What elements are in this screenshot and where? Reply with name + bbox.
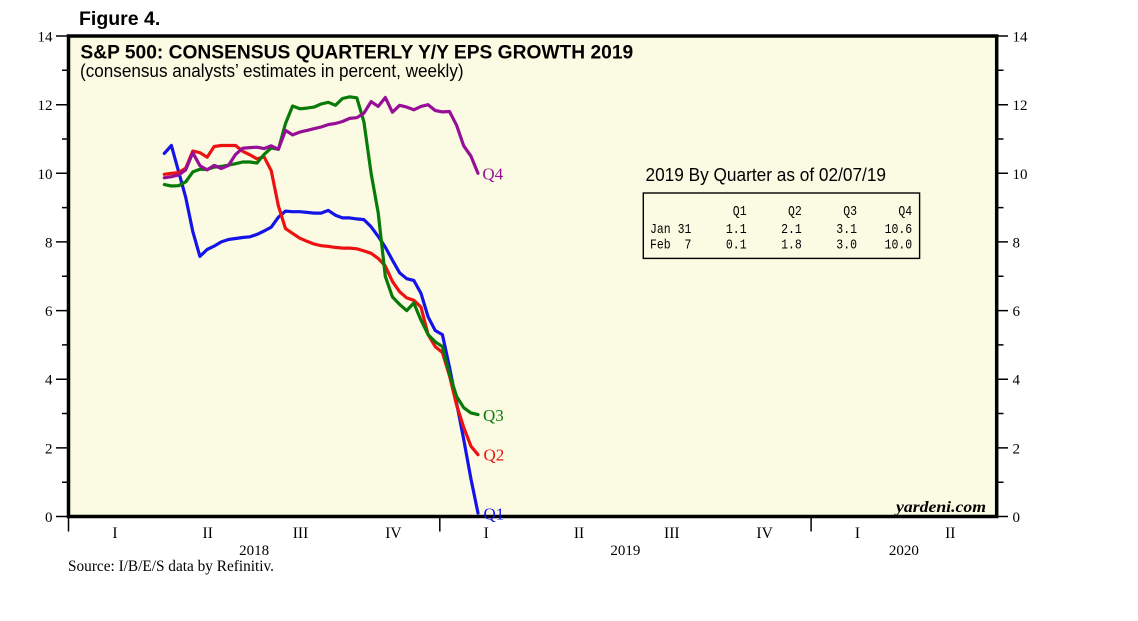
svg-text:6: 6 [45, 304, 53, 320]
svg-text:2019 By Quarter as of 02/07/19: 2019 By Quarter as of 02/07/19 [646, 164, 887, 185]
svg-text:II: II [203, 525, 213, 542]
svg-text:I: I [112, 525, 117, 542]
svg-text:2020: 2020 [889, 543, 919, 559]
svg-text:10: 10 [38, 167, 53, 183]
svg-text:yardeni.com: yardeni.com [894, 499, 986, 516]
svg-text:8: 8 [45, 235, 53, 251]
svg-text:I: I [484, 525, 489, 542]
svg-text:Jan 31 1.1 2.1 3.1: Jan 31 1.1 2.1 3.1 10.6 [650, 222, 912, 238]
svg-text:III: III [293, 525, 309, 542]
svg-text:10: 10 [1013, 167, 1028, 183]
svg-text:Q1 Q2 Q3 Q4: Q1 Q2 Q3 Q4 [650, 204, 912, 220]
svg-text:0: 0 [1013, 510, 1021, 526]
svg-text:4: 4 [1013, 373, 1021, 389]
svg-text:4: 4 [45, 373, 53, 389]
svg-text:Q4: Q4 [482, 164, 503, 183]
svg-text:2019: 2019 [610, 543, 640, 559]
svg-text:14: 14 [38, 30, 54, 46]
svg-text:Source: I/B/E/S data by Refini: Source: I/B/E/S data by Refinitiv. [68, 558, 274, 575]
svg-text:I: I [855, 525, 860, 542]
svg-text:0: 0 [45, 510, 53, 526]
svg-text:2018: 2018 [239, 543, 269, 559]
svg-text:IV: IV [385, 525, 402, 542]
svg-text:Q3: Q3 [483, 406, 504, 425]
svg-text:Figure 4.: Figure 4. [79, 8, 160, 30]
svg-text:III: III [664, 525, 680, 542]
svg-text:14: 14 [1013, 30, 1029, 46]
svg-text:12: 12 [1013, 98, 1028, 114]
svg-text:II: II [574, 525, 584, 542]
svg-text:6: 6 [1013, 304, 1021, 320]
svg-text:12: 12 [38, 98, 53, 114]
svg-text:Q2: Q2 [484, 446, 505, 465]
svg-text:II: II [945, 525, 955, 542]
svg-text:IV: IV [756, 525, 773, 542]
svg-text:Feb 7 0.1 1.8 3.0: Feb 7 0.1 1.8 3.0 10.0 [650, 238, 912, 254]
svg-text:S&P 500: CONSENSUS QUARTERLY Y: S&P 500: CONSENSUS QUARTERLY Y/Y EPS GRO… [80, 42, 633, 64]
svg-text:Q1: Q1 [484, 505, 505, 524]
svg-text:(consensus analysts’ estimates: (consensus analysts’ estimates in percen… [80, 61, 464, 81]
svg-text:8: 8 [1013, 235, 1021, 251]
svg-text:2: 2 [45, 441, 53, 457]
svg-text:2: 2 [1013, 441, 1021, 457]
